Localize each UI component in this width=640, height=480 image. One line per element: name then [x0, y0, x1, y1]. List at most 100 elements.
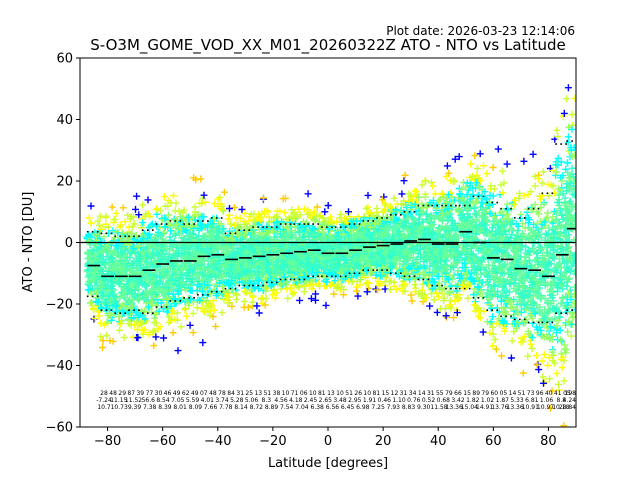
scatter-point [153, 205, 161, 213]
scatter-point [170, 192, 177, 200]
scatter-point [87, 219, 95, 227]
scatter-point [251, 268, 259, 276]
scatter-point [145, 253, 153, 261]
scatter-point [138, 269, 146, 277]
scatter-point [105, 247, 112, 255]
scatter-point [126, 215, 134, 223]
scatter-point [167, 253, 175, 261]
scatter-point [311, 217, 319, 225]
scatter-point [257, 216, 264, 224]
scatter-point [170, 230, 178, 238]
scatter-point [113, 242, 121, 250]
scatter-point [250, 210, 258, 218]
scatter-point [91, 229, 99, 237]
scatter-point [120, 293, 128, 301]
scatter-point [183, 269, 191, 277]
scatter-point [236, 278, 244, 286]
scatter-point [133, 264, 141, 272]
scatter-point [139, 219, 147, 227]
scatter-point [182, 312, 190, 320]
scatter-point [278, 262, 286, 270]
scatter-point [227, 234, 235, 242]
plot-date-subtitle: Plot date: 2026-03-23 12:14:06 [386, 24, 575, 38]
scatter-point [236, 214, 244, 222]
scatter-point [191, 203, 199, 211]
scatter-point [282, 215, 290, 223]
scatter-point [189, 329, 197, 337]
scatter-point [119, 229, 127, 237]
scatter-point [197, 256, 205, 264]
scatter-point [189, 309, 197, 317]
scatter-point [262, 284, 270, 292]
scatter-point [167, 282, 175, 290]
scatter-point [170, 237, 178, 245]
scatter-point [105, 260, 113, 268]
scatter-point [282, 194, 289, 202]
scatter-point [280, 273, 288, 281]
scatter-point [253, 302, 261, 310]
scatter-point [144, 196, 152, 204]
scatter-point [124, 297, 132, 305]
scatter-point [87, 290, 95, 298]
scatter-point [130, 269, 137, 277]
scatter-point [168, 315, 176, 323]
scatter-point [255, 246, 263, 254]
scatter-point [264, 208, 272, 216]
scatter-point [228, 302, 236, 310]
scatter-point [227, 261, 235, 269]
scatter-point [241, 279, 249, 287]
scatter-point [184, 222, 192, 230]
scatter-point [210, 215, 218, 223]
scatter-point [101, 277, 109, 285]
scatter-point [106, 337, 114, 345]
scatter-point [98, 258, 106, 266]
scatter-point [276, 207, 284, 215]
scatter-point [198, 276, 206, 284]
scatter-point [115, 278, 123, 286]
scatter-point [96, 221, 103, 229]
scatter-point [177, 323, 185, 331]
scatter-point [139, 249, 146, 257]
scatter-point [84, 286, 92, 294]
scatter-point [125, 320, 133, 328]
scatter-point [169, 247, 177, 255]
scatter-point [115, 313, 123, 321]
scatter-point [196, 297, 204, 305]
scatter-point [292, 266, 300, 274]
scatter-point [186, 277, 194, 285]
scatter-point [134, 277, 142, 285]
scatter-point [99, 291, 107, 299]
scatter-point [134, 243, 142, 251]
scatter-point [132, 205, 139, 213]
scatter-point [134, 258, 142, 265]
scatter-point [156, 323, 164, 331]
scatter-point [298, 259, 305, 267]
scatter-point [249, 245, 257, 253]
scatter-point [242, 238, 250, 245]
scatter-point [92, 257, 100, 265]
scatter-point [300, 205, 308, 213]
scatter-point [126, 253, 134, 261]
scatter-point [179, 279, 187, 287]
scatter-point [209, 313, 217, 321]
scatter-point [258, 229, 265, 237]
scatter-point [209, 239, 217, 247]
scatter-point [285, 267, 293, 275]
scatter-point [260, 194, 267, 202]
scatter-point [209, 268, 217, 276]
scatter-point [109, 291, 117, 299]
scatter-point [185, 213, 192, 221]
scatter-point [268, 245, 276, 253]
scatter-point [180, 206, 188, 214]
scatter-point [156, 224, 164, 232]
scatter-point [212, 322, 220, 330]
scatter-point [146, 230, 153, 238]
scatter-point [312, 296, 319, 304]
scatter-point [84, 237, 92, 245]
scatter-point [194, 272, 201, 280]
scatter-point [86, 269, 94, 277]
scatter-point [173, 309, 181, 317]
scatter-point [220, 188, 228, 196]
scatter-point [126, 305, 134, 313]
scatter-point [156, 277, 164, 285]
